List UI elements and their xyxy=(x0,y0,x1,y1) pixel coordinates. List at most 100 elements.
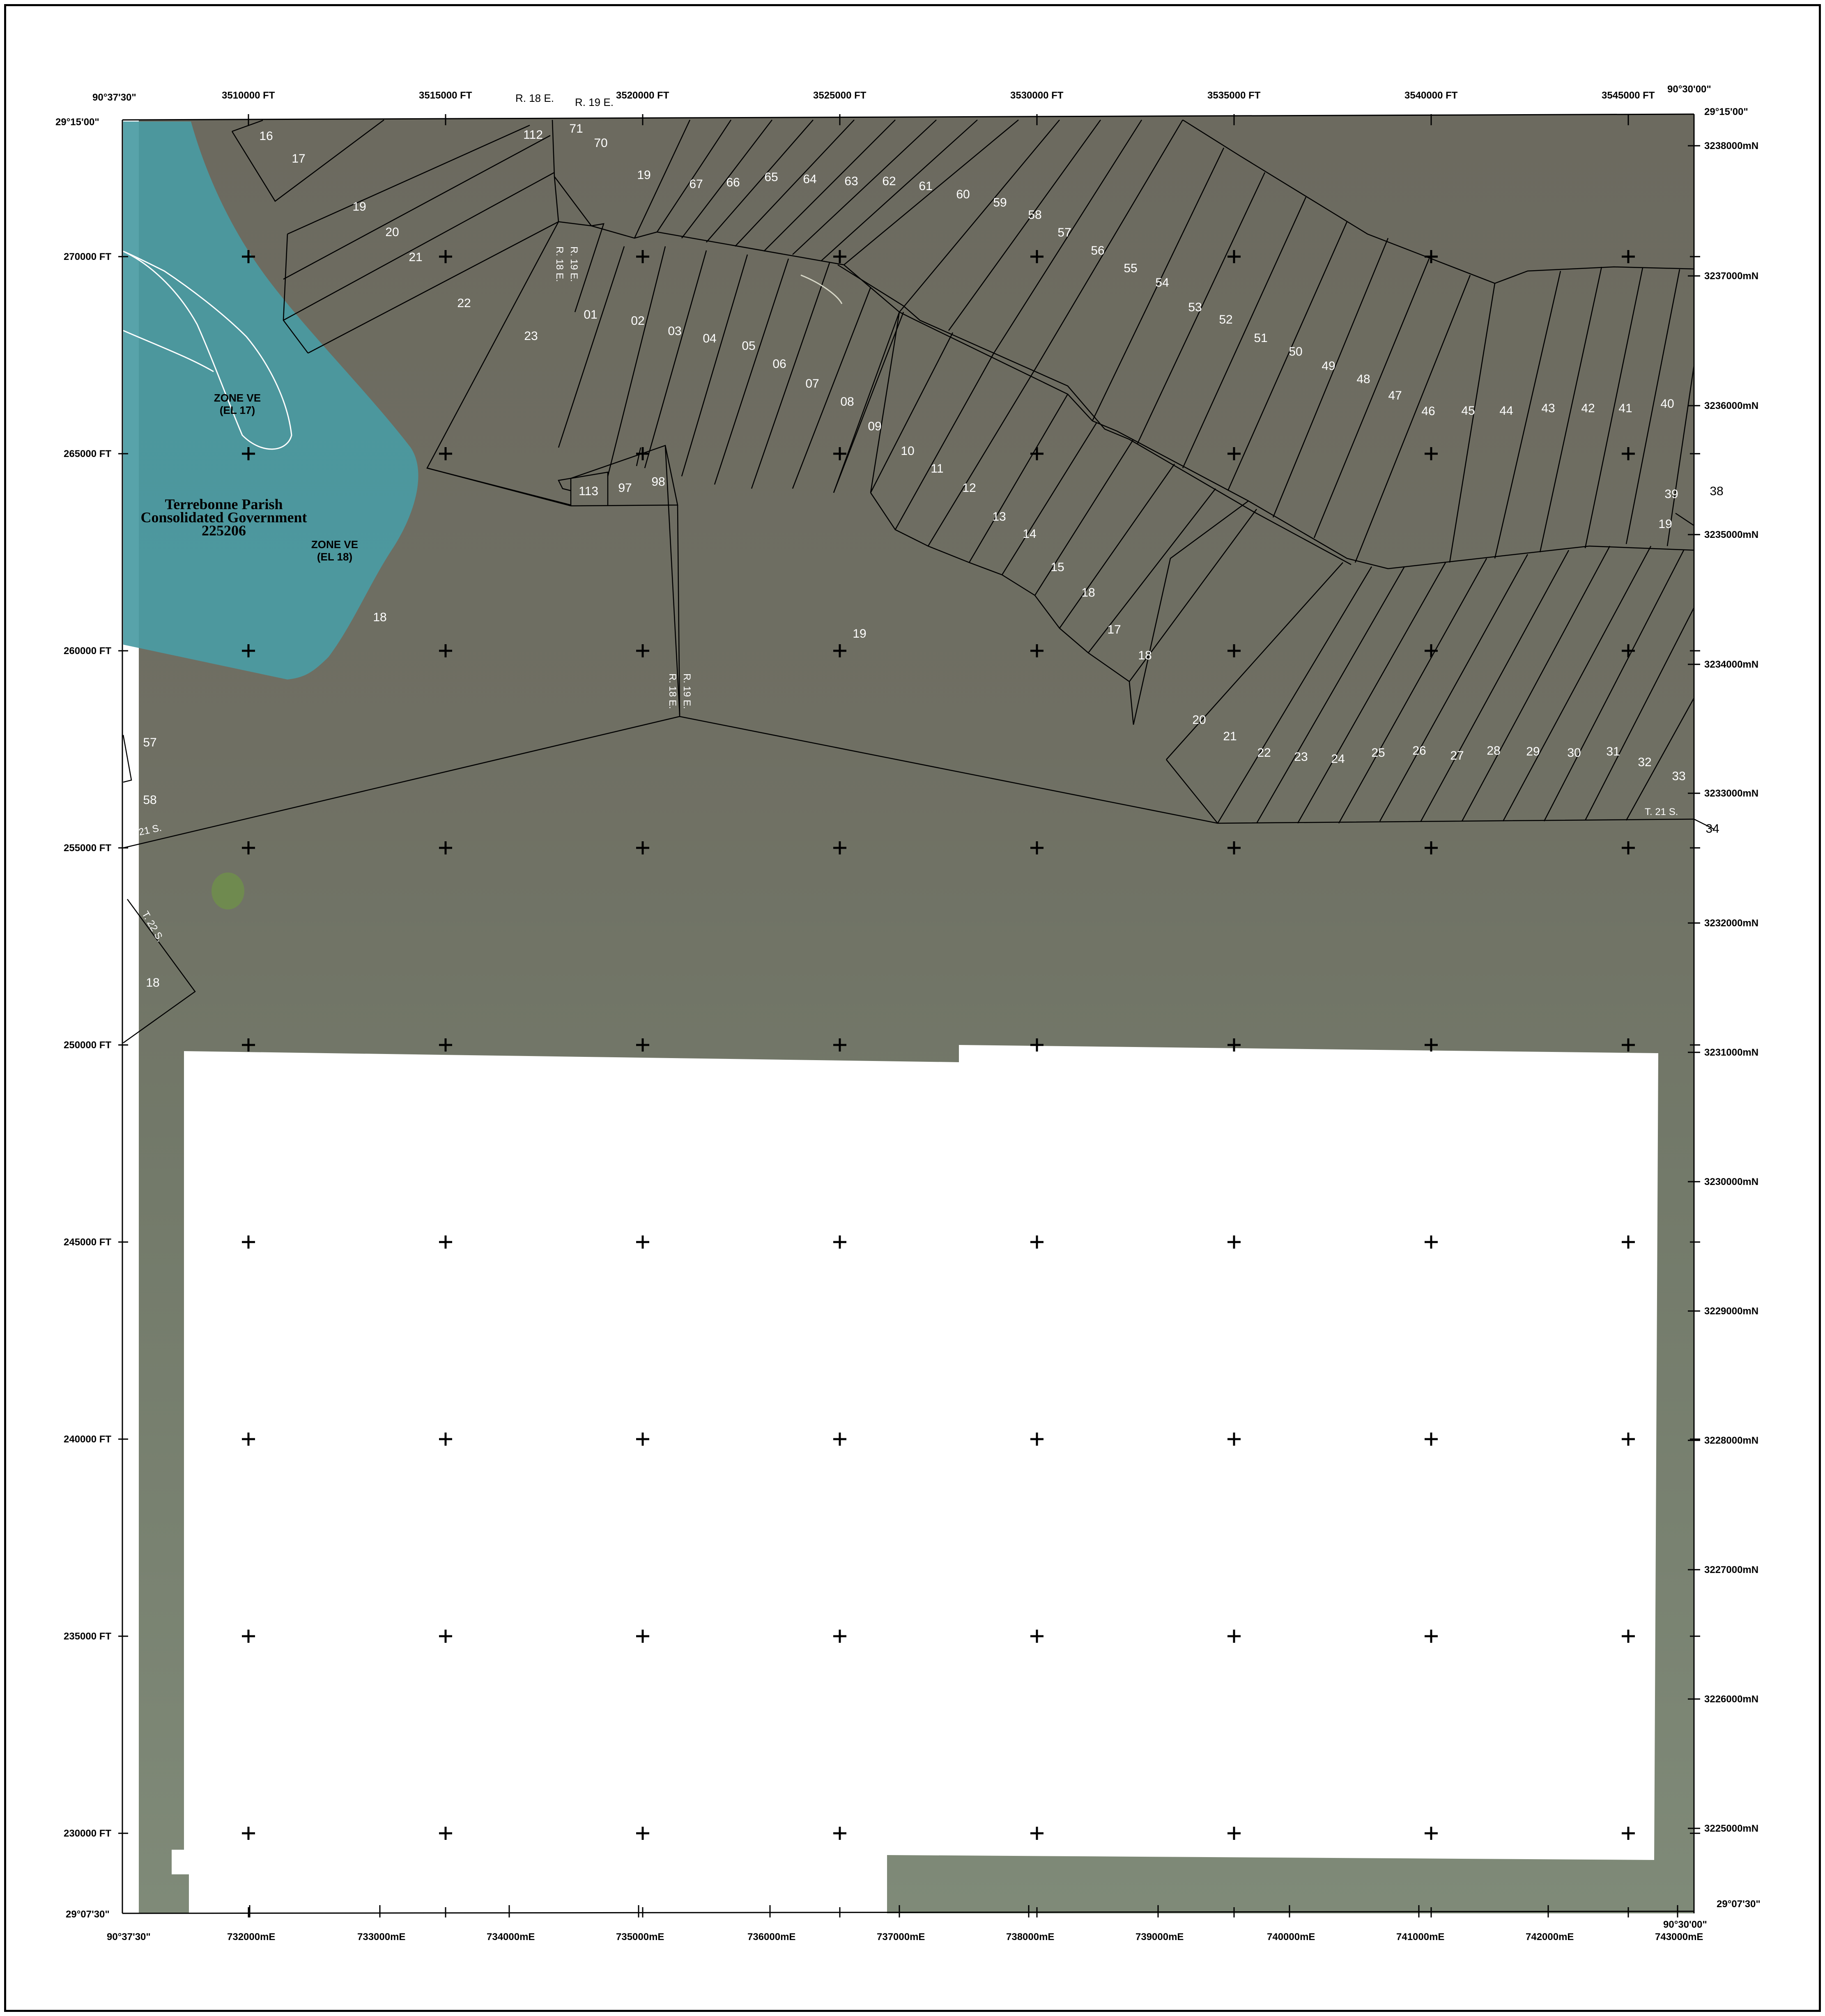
parcel-label: 30 xyxy=(1567,746,1581,760)
township-t21s-left: T. 21 S. xyxy=(128,822,163,840)
utm-east-label: 741000mE xyxy=(1396,1931,1444,1943)
utm-north-label: 3237000mN xyxy=(1704,271,1758,282)
northing-label: 270000 FT xyxy=(64,251,111,262)
utm-north-label: 3232000mN xyxy=(1704,918,1758,929)
utm-north-label: 3228000mN xyxy=(1704,1435,1758,1446)
parcel-label: 60 xyxy=(956,188,970,201)
northing-label: 250000 FT xyxy=(64,1040,111,1051)
parcel-label: 58 xyxy=(1028,208,1041,222)
parcel-label: 19 xyxy=(637,168,650,182)
parcel-label: 14 xyxy=(1023,527,1036,541)
zone-ve-el17-el: (EL 17) xyxy=(220,404,255,416)
range-r18e-top: R. 18 E. xyxy=(515,92,554,104)
parcel-label: 48 xyxy=(1356,372,1370,386)
corner-top-right-lat: 29°15'00" xyxy=(1704,106,1748,117)
range-r19e-top: R. 19 E. xyxy=(575,96,614,108)
parcel-label: 28 xyxy=(1487,744,1500,758)
parcel-label: 50 xyxy=(1289,345,1302,358)
parcel-label: 08 xyxy=(840,395,854,409)
easting-label: 3530000 FT xyxy=(1010,90,1064,101)
utm-east-label: 734000mE xyxy=(487,1931,535,1943)
easting-label: 3545000 FT xyxy=(1602,90,1655,101)
parcel-label: 09 xyxy=(868,420,881,433)
parcel-label: 21 xyxy=(1223,730,1237,743)
parcel-38-label: 38 xyxy=(1710,484,1723,498)
parcel-label: 33 xyxy=(1672,769,1685,783)
parcel-label: 47 xyxy=(1388,389,1402,402)
parcel-label: 58 xyxy=(143,793,156,807)
island xyxy=(211,873,244,909)
northing-label: 260000 FT xyxy=(64,645,111,657)
northing-label: 255000 FT xyxy=(64,843,111,854)
parcel-label: 10 xyxy=(901,444,914,458)
grid-ticks xyxy=(118,113,1700,1917)
parcel-label: 66 xyxy=(726,176,740,189)
parcel-label: 40 xyxy=(1660,397,1674,411)
easting-label: 3535000 FT xyxy=(1207,90,1261,101)
corner-top-left-lon: 90°37'30" xyxy=(92,92,136,103)
parcel-label: 13 xyxy=(992,510,1006,524)
parcel-label: 65 xyxy=(764,170,778,184)
parcel-label: 52 xyxy=(1219,313,1232,326)
utm-east-label: 732000mE xyxy=(227,1931,275,1943)
zone-boundary-el17-b xyxy=(123,330,214,372)
parcel-label: 49 xyxy=(1322,359,1335,373)
parcel-label: 23 xyxy=(1294,750,1308,764)
parcel-labels: 16 17 19 20 21 22 23 112 71 70 19 67 66 65 64 63 62 61 60 5… xyxy=(143,122,1685,990)
utm-north-label: 3238000mN xyxy=(1704,140,1758,152)
utm-north-label: 3236000mN xyxy=(1704,400,1758,411)
utm-east-labels: 732000mE 733000mE 734000mE 735000mE 736000mE… xyxy=(227,1931,1703,1943)
utm-east-label: 742000mE xyxy=(1526,1931,1574,1943)
utm-north-label: 3229000mN xyxy=(1704,1306,1758,1317)
parcel-label: 21 xyxy=(409,250,422,264)
parcel-label: 43 xyxy=(1541,402,1555,415)
parcel-label: 98 xyxy=(651,475,665,489)
zone-ve-el18-name: ZONE VE xyxy=(311,538,358,551)
parcel-label: 17 xyxy=(292,152,305,165)
parcel-label: 32 xyxy=(1638,755,1651,769)
parcel-label: 44 xyxy=(1499,404,1513,418)
parcel-label: 113 xyxy=(579,484,598,498)
township-t22s-left: T. 22 S. xyxy=(140,909,166,944)
parcel-label: 04 xyxy=(703,332,716,345)
parcel-label: 07 xyxy=(805,377,819,390)
parcel-label: 23 xyxy=(524,329,538,343)
community-number: 225206 xyxy=(202,522,246,539)
parcel-label: 53 xyxy=(1188,301,1202,314)
northing-labels: 270000 FT 265000 FT 260000 FT 255000 FT 2500… xyxy=(64,251,111,1839)
utm-north-label: 3225000mN xyxy=(1704,1823,1758,1834)
parcel-label: 67 xyxy=(689,177,703,191)
northing-label: 230000 FT xyxy=(64,1828,111,1839)
parcel-label: 51 xyxy=(1254,331,1267,345)
zone-ve-el18-el: (EL 18) xyxy=(317,551,352,563)
parcel-label: 05 xyxy=(742,339,755,353)
utm-north-label: 3231000mN xyxy=(1704,1047,1758,1058)
parcel-label: 64 xyxy=(803,172,816,186)
zone-boundary-el17 xyxy=(123,250,292,450)
community-name-line2: Consolidated Government xyxy=(141,509,307,526)
parcel-label: 19 xyxy=(853,627,866,641)
parcel-label: 71 xyxy=(569,122,583,135)
parcel-label: 61 xyxy=(919,179,932,193)
utm-east-label: 735000mE xyxy=(616,1931,664,1943)
range-r19e-vertical: R. 19 E. xyxy=(568,246,579,282)
utm-north-labels: 3238000mN 3237000mN 3236000mN 3235000mN 3234… xyxy=(1704,140,1758,1834)
easting-label: 3510000 FT xyxy=(222,90,275,101)
parcel-label: 97 xyxy=(618,481,632,495)
parcel-label: 24 xyxy=(1331,752,1345,766)
utm-east-label: 739000mE xyxy=(1135,1931,1184,1943)
parcel-label: 22 xyxy=(1257,746,1271,760)
parcel-label: 39 xyxy=(1664,487,1678,501)
parcel-label: 16 xyxy=(259,129,273,143)
parcel-label: 112 xyxy=(523,128,543,142)
zone-ve-el17-name: ZONE VE xyxy=(214,392,261,404)
parcel-label: 59 xyxy=(993,196,1007,209)
northing-label: 240000 FT xyxy=(64,1434,111,1445)
parcel-label: 29 xyxy=(1526,745,1540,758)
parcel-label: 62 xyxy=(882,175,896,188)
map-bottom-edge xyxy=(122,1910,1694,1914)
corner-top-left-lat: 29°15'00" xyxy=(55,117,99,128)
easting-label: 3525000 FT xyxy=(813,90,867,101)
parcel-label: 70 xyxy=(594,136,607,150)
